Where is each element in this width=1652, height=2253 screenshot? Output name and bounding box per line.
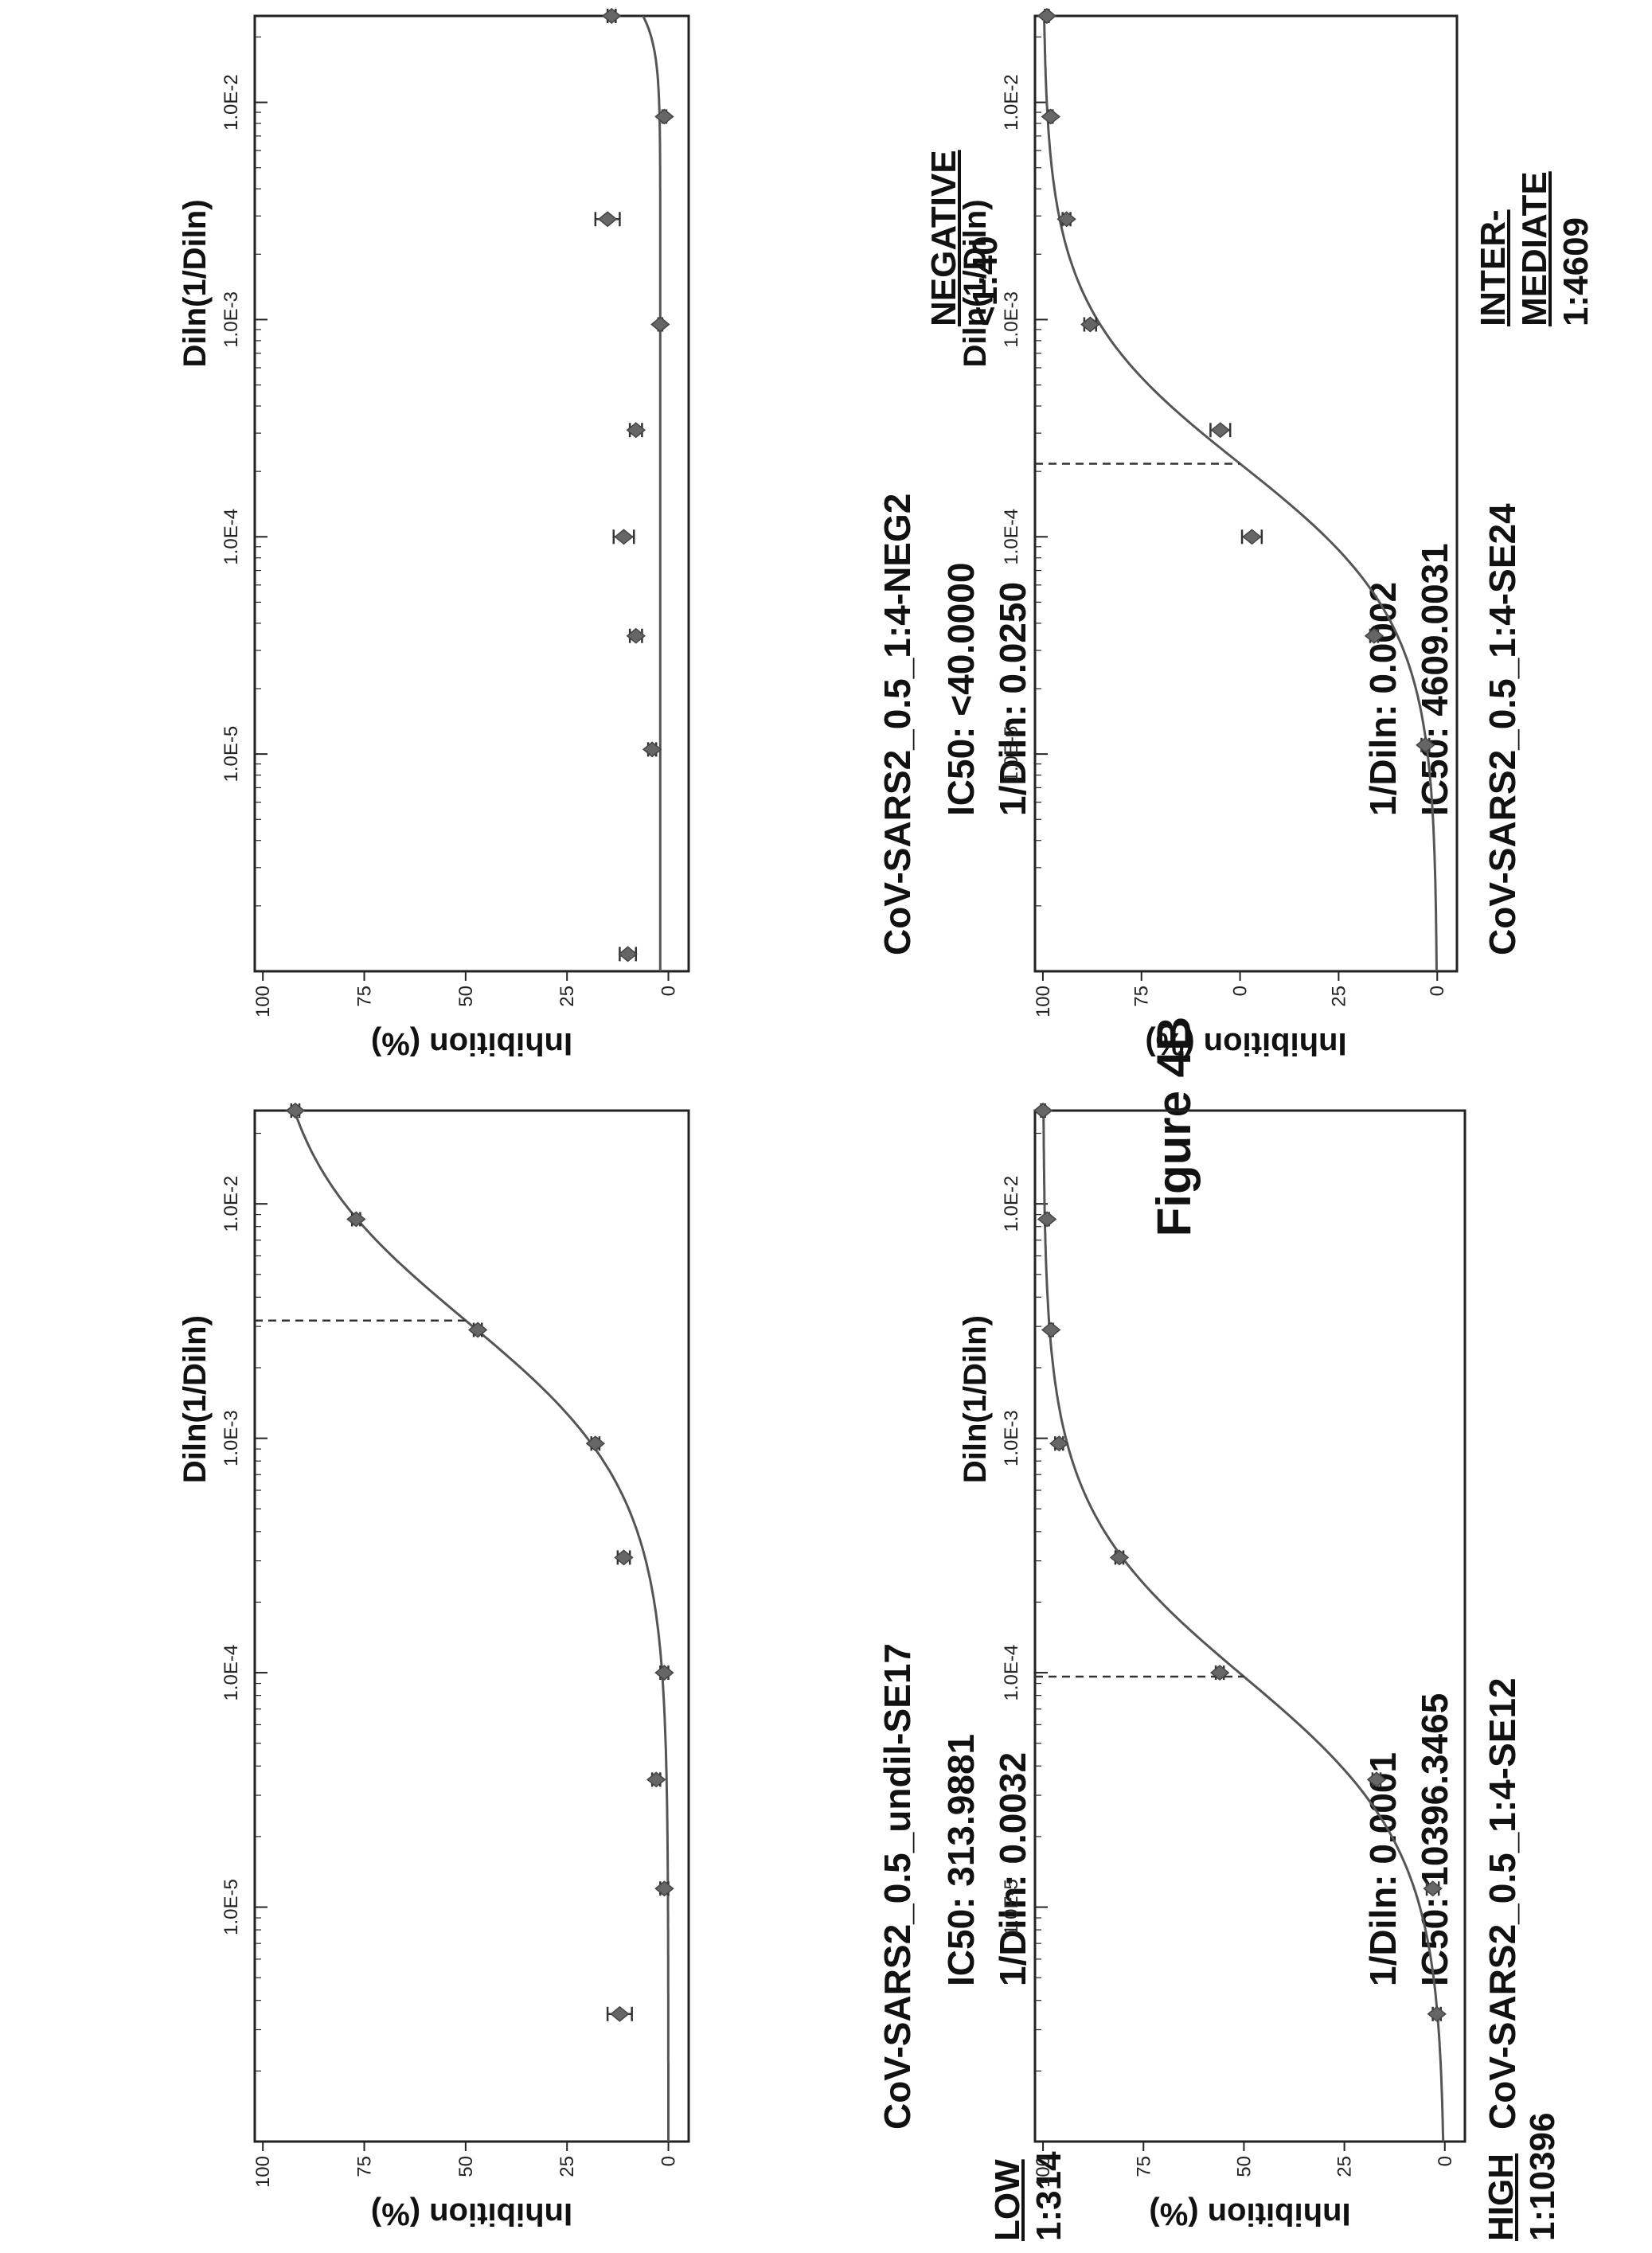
data-point	[1416, 736, 1435, 753]
y-tick-label: 75	[1133, 2156, 1154, 2177]
x-tick-label: 1.0E-5	[1001, 726, 1022, 783]
y-tick-label: 50	[455, 2156, 477, 2177]
data-point	[612, 529, 635, 545]
x-tick-label: 1.0E-2	[221, 1176, 242, 1232]
y-tick-label: 25	[1334, 2156, 1356, 2177]
data-point	[1037, 1211, 1057, 1228]
fit-curve	[642, 15, 662, 971]
x-tick-label: 1.0E-4	[221, 1645, 242, 1701]
data-point	[594, 211, 621, 228]
x-tick-label: 1.0E-5	[221, 1879, 242, 1935]
data-point	[585, 1435, 606, 1452]
x-axis-title: Diln(1/Diln)	[958, 1315, 993, 1483]
y-tick-label: 0	[658, 2156, 680, 2166]
data-point	[650, 316, 670, 333]
y-tick-label: 25	[557, 986, 578, 1007]
fit-curve	[1043, 15, 1438, 972]
data-point	[1049, 1435, 1069, 1452]
data-point	[654, 108, 674, 125]
plot-frame	[253, 1109, 690, 2143]
data-point	[1427, 2005, 1447, 2022]
data-point	[1209, 1665, 1230, 1681]
chart-high: 100 75 50 25 0 1.0E-5 1.0E-4 1.0E-3 1.0E-2 Diln(1…	[958, 1103, 1466, 2232]
data-point	[614, 1549, 634, 1566]
x-tick-label: 1.0E-4	[1001, 509, 1022, 565]
y-tick-label: 50	[455, 986, 477, 1007]
x-tick-label: 1.0E-3	[221, 291, 242, 348]
data-point	[1037, 8, 1057, 24]
y-axis-title: Inhibition (%)	[371, 2196, 572, 2232]
x-tick-label: 1.0E-3	[1001, 1410, 1022, 1466]
plot-frame	[1033, 1109, 1466, 2143]
data-point	[1209, 422, 1232, 439]
data-point	[1423, 1880, 1443, 1897]
x-tick-label: 1.0E-2	[1001, 74, 1022, 131]
x-tick-label: 1.0E-5	[1001, 1879, 1022, 1935]
chart-negative: 100 75 50 25 0 1.0E-5 1.0E-4 1.0E-3 1.0E-2 Diln(1…	[178, 8, 690, 1061]
data-point	[646, 1771, 666, 1788]
x-tick-label: 1.0E-3	[1001, 291, 1022, 348]
y-axis-title: Inhibition (%)	[1149, 2196, 1350, 2232]
x-tick-label: 1.0E-4	[221, 509, 242, 565]
y-tick-label: 0	[1435, 2156, 1456, 2166]
y-tick-label: 100	[252, 2156, 274, 2188]
fit-curve	[1042, 1110, 1445, 2142]
data-point	[1109, 1549, 1130, 1566]
plot-frame	[1033, 14, 1459, 973]
y-tick-label: 0	[1230, 986, 1252, 996]
data-point	[626, 422, 646, 439]
data-point	[1041, 108, 1060, 125]
y-tick-label: 0	[1427, 986, 1448, 996]
data-point	[467, 1322, 488, 1338]
y-tick-label: 75	[1131, 986, 1153, 1007]
data-point	[602, 8, 622, 24]
data-point	[1041, 1322, 1061, 1338]
data-point	[626, 627, 646, 644]
y-tick-label: 75	[354, 986, 376, 1007]
data-point	[642, 741, 662, 758]
x-tick-label: 1.0E-5	[221, 726, 242, 783]
data-point	[618, 946, 638, 963]
y-tick-label: 50	[1233, 2156, 1255, 2177]
chart-low: 100 75 50 25 0 1.0E-5 1.0E-4 1.0E-3 1.0E-2 Diln(1…	[178, 1103, 690, 2232]
y-tick-label: 0	[658, 986, 680, 996]
x-tick-label: 1.0E-4	[1001, 1645, 1022, 1701]
y-tick-label: 100	[1033, 2156, 1054, 2188]
data-point	[285, 1103, 306, 1119]
y-tick-label: 25	[557, 2156, 578, 2177]
data-point	[1366, 1771, 1387, 1788]
chart-intermediate: 100 75 0 25 0 1.0E-5 1.0E-4 1.0E-3 1.0E-2 Diln(1/…	[958, 8, 1459, 1061]
y-tick-label: 25	[1328, 986, 1349, 1007]
data-point	[654, 1665, 674, 1681]
data-point	[1240, 529, 1263, 545]
x-tick-label: 1.0E-2	[1001, 1176, 1022, 1232]
data-point	[1056, 211, 1076, 228]
y-tick-label: 75	[354, 2156, 376, 2177]
x-axis-title: Diln(1/Diln)	[958, 199, 993, 367]
data-point	[346, 1211, 366, 1228]
plot-frame	[253, 14, 690, 973]
data-point	[606, 2005, 633, 2022]
y-axis-title: Inhibition (%)	[1145, 1026, 1346, 1061]
data-point	[654, 1880, 674, 1897]
x-axis-title: Diln(1/Diln)	[178, 1315, 213, 1483]
x-tick-label: 1.0E-3	[221, 1410, 242, 1466]
fit-curve	[293, 1110, 670, 2142]
data-point	[1080, 316, 1100, 333]
y-axis-title: Inhibition (%)	[371, 1026, 572, 1061]
data-point	[1033, 1103, 1053, 1119]
y-tick-label: 100	[252, 986, 274, 1017]
x-axis-title: Diln(1/Diln)	[178, 199, 213, 367]
y-tick-label: 100	[1033, 986, 1054, 1017]
data-point	[1364, 627, 1384, 644]
x-tick-label: 1.0E-2	[221, 74, 242, 131]
